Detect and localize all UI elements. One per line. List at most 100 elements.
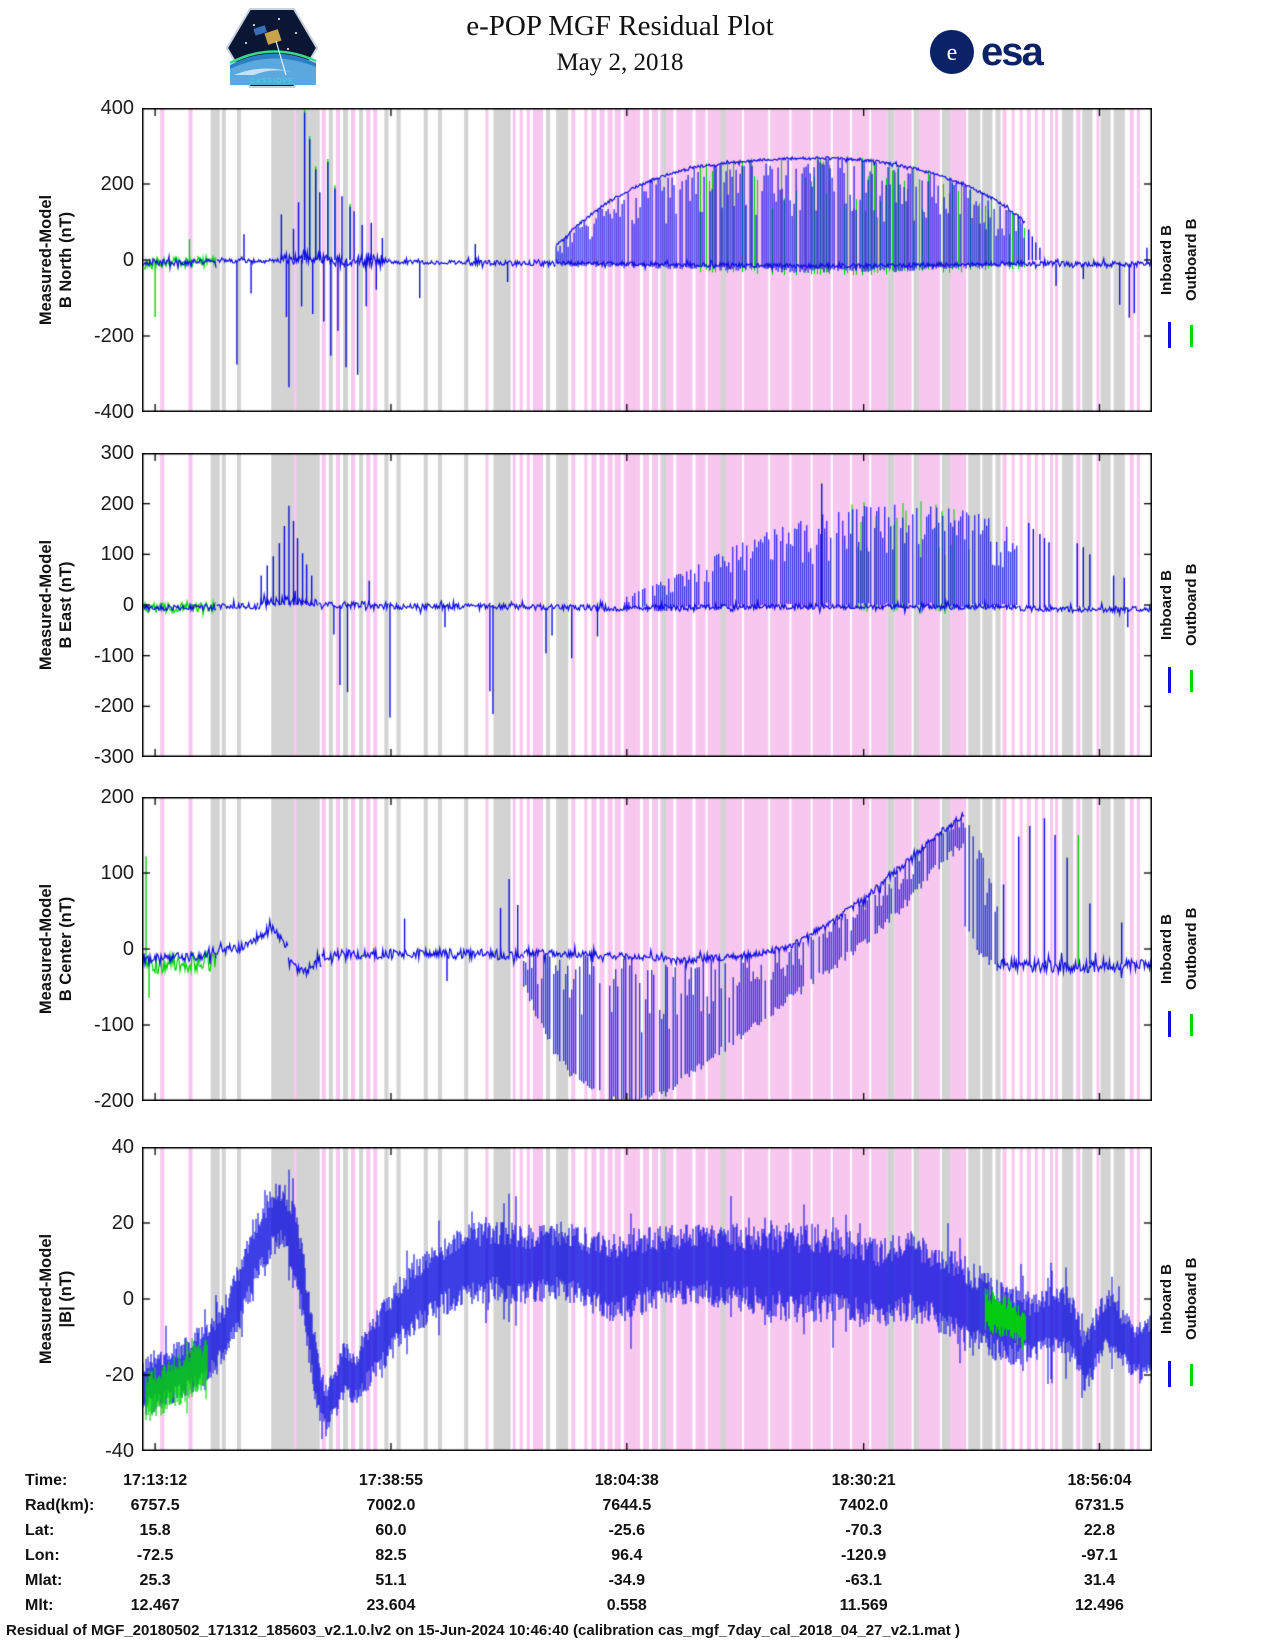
legend-label-outboard-b: Outboard B bbox=[1183, 1257, 1200, 1341]
legend-line-sample-inboard bbox=[1168, 322, 1171, 348]
axis-value: 6757.5 bbox=[130, 1497, 180, 1514]
axis-value: 18:56:04 bbox=[1067, 1472, 1132, 1489]
axis-value: -120.9 bbox=[840, 1547, 887, 1564]
y-tick-label: -200 bbox=[93, 695, 134, 718]
y-tick-label: 200 bbox=[100, 786, 134, 808]
title-block: e-POP MGF Residual Plot May 2, 2018 bbox=[380, 10, 860, 77]
axis-value: 17:38:55 bbox=[358, 1472, 423, 1489]
y-axis-label-line1: Measured-Model bbox=[37, 1233, 55, 1365]
axis-row-label: Rad(km): bbox=[25, 1497, 95, 1514]
satellite-icon bbox=[253, 25, 287, 76]
axis-value: -34.9 bbox=[608, 1572, 646, 1589]
footer-caption: Residual of MGF_20180502_171312_185603_v… bbox=[6, 1622, 960, 1639]
y-axis-label-line2: B East (nT) bbox=[57, 561, 75, 649]
axis-value: 51.1 bbox=[375, 1572, 407, 1589]
legend-label-outboard-b: Outboard B bbox=[1183, 907, 1200, 991]
axis-value: 25.3 bbox=[139, 1572, 171, 1589]
legend-label-inboard-b: Inboard B bbox=[1158, 570, 1175, 640]
cassiope-mission-patch-logo: CASSIOPE bbox=[225, 8, 319, 88]
axis-value: -70.3 bbox=[845, 1522, 882, 1539]
axis-value: 60.0 bbox=[375, 1522, 407, 1539]
axis-value: 11.569 bbox=[839, 1597, 888, 1614]
legend-line-sample-inboard bbox=[1168, 667, 1171, 693]
axis-value: 12.467 bbox=[130, 1597, 180, 1614]
legend-label-inboard-b: Inboard B bbox=[1158, 1264, 1175, 1334]
y-axis-label: Measured-Model B Center (nT) bbox=[36, 797, 76, 1101]
panel-plot-b bbox=[142, 1147, 1152, 1451]
esa-wordmark: esa bbox=[981, 30, 1044, 74]
axis-value: 18:30:21 bbox=[831, 1472, 896, 1489]
y-tick-label: 200 bbox=[100, 492, 134, 515]
axis-row-label: Lat: bbox=[25, 1522, 55, 1539]
axis-row-label: Lon: bbox=[25, 1547, 60, 1564]
y-tick-label: -200 bbox=[93, 1090, 134, 1112]
axis-value: 7644.5 bbox=[602, 1497, 652, 1514]
y-tick-label: -200 bbox=[93, 325, 134, 347]
axis-value: 0.558 bbox=[606, 1597, 647, 1614]
esa-logo: e esa bbox=[925, 26, 1044, 78]
legend-label-outboard-b: Outboard B bbox=[1183, 218, 1200, 302]
y-tick-label: -100 bbox=[93, 644, 134, 667]
y-tick-label: -20 bbox=[105, 1364, 134, 1386]
y-tick-label: 0 bbox=[122, 594, 134, 616]
legend-label-outboard-b: Outboard B bbox=[1183, 563, 1200, 647]
legend-line-sample-outboard bbox=[1190, 1014, 1193, 1036]
legend-label-inboard-b: Inboard B bbox=[1158, 225, 1175, 295]
patch-label: CASSIOPE bbox=[250, 78, 294, 85]
axis-value: -25.6 bbox=[608, 1522, 646, 1539]
y-tick-label: 0 bbox=[122, 249, 134, 271]
axis-value: 22.8 bbox=[1083, 1522, 1116, 1539]
axis-value: 6731.5 bbox=[1075, 1497, 1124, 1514]
axis-value: 96.4 bbox=[611, 1547, 643, 1564]
legend-line-sample-outboard bbox=[1190, 1364, 1193, 1386]
axis-value: 7402.0 bbox=[839, 1497, 889, 1514]
y-tick-label: -300 bbox=[93, 746, 134, 768]
plot-title: e-POP MGF Residual Plot bbox=[466, 10, 774, 42]
legend-label-inboard-b: Inboard B bbox=[1158, 914, 1175, 984]
panel-plot-bnorth bbox=[142, 108, 1152, 412]
axis-value: 82.5 bbox=[375, 1547, 407, 1564]
y-axis-label-line1: Measured-Model bbox=[37, 539, 55, 671]
legend-line-sample-outboard bbox=[1190, 325, 1193, 347]
axis-value: 18:04:38 bbox=[594, 1472, 659, 1489]
y-tick-label: 20 bbox=[111, 1212, 134, 1234]
y-tick-label: 0 bbox=[122, 938, 134, 960]
axis-value: 23.604 bbox=[366, 1597, 416, 1614]
axis-value: 7002.0 bbox=[366, 1497, 416, 1514]
axis-row-label: Mlt: bbox=[25, 1597, 54, 1614]
y-axis-label-line2: B Center (nT) bbox=[57, 896, 75, 1002]
y-axis-label-line2: |B| (nT) bbox=[57, 1270, 75, 1328]
y-tick-label: -40 bbox=[105, 1440, 134, 1462]
legend-line-sample-outboard bbox=[1190, 670, 1193, 692]
axis-value: 12.496 bbox=[1075, 1597, 1124, 1614]
axis-value: 17:13:12 bbox=[123, 1472, 188, 1489]
y-tick-label: 0 bbox=[122, 1288, 134, 1310]
svg-text:e: e bbox=[947, 40, 958, 66]
axis-row-label: Mlat: bbox=[25, 1572, 63, 1589]
axis-row-label: Time: bbox=[25, 1472, 68, 1489]
legend-line-sample-inboard bbox=[1168, 1361, 1171, 1387]
y-axis-label-line1: Measured-Model bbox=[37, 194, 55, 326]
y-tick-label: 400 bbox=[100, 97, 134, 119]
panel-plot-bcenter bbox=[142, 797, 1152, 1101]
plot-date: May 2, 2018 bbox=[556, 49, 684, 76]
y-axis-label: Measured-Model B East (nT) bbox=[36, 453, 76, 757]
y-tick-label: 300 bbox=[100, 442, 134, 464]
y-tick-label: -100 bbox=[93, 1014, 134, 1036]
esa-globe-icon: e bbox=[930, 30, 974, 74]
y-tick-label: 200 bbox=[100, 173, 134, 195]
axis-value: -97.1 bbox=[1081, 1547, 1118, 1564]
axis-value: 31.4 bbox=[1083, 1572, 1116, 1589]
legend-line-sample-inboard bbox=[1168, 1011, 1171, 1037]
y-tick-label: 40 bbox=[111, 1136, 134, 1158]
y-axis-label: Measured-Model B North (nT) bbox=[36, 108, 76, 412]
y-axis-label-line1: Measured-Model bbox=[37, 883, 55, 1015]
axis-value: -72.5 bbox=[136, 1547, 174, 1564]
y-axis-label: Measured-Model |B| (nT) bbox=[36, 1147, 76, 1451]
y-axis-label-line2: B North (nT) bbox=[57, 211, 75, 309]
y-tick-label: 100 bbox=[100, 862, 134, 884]
axis-value: 15.8 bbox=[139, 1522, 171, 1539]
panel-plot-beast bbox=[142, 453, 1152, 757]
axis-value: -63.1 bbox=[845, 1572, 882, 1589]
